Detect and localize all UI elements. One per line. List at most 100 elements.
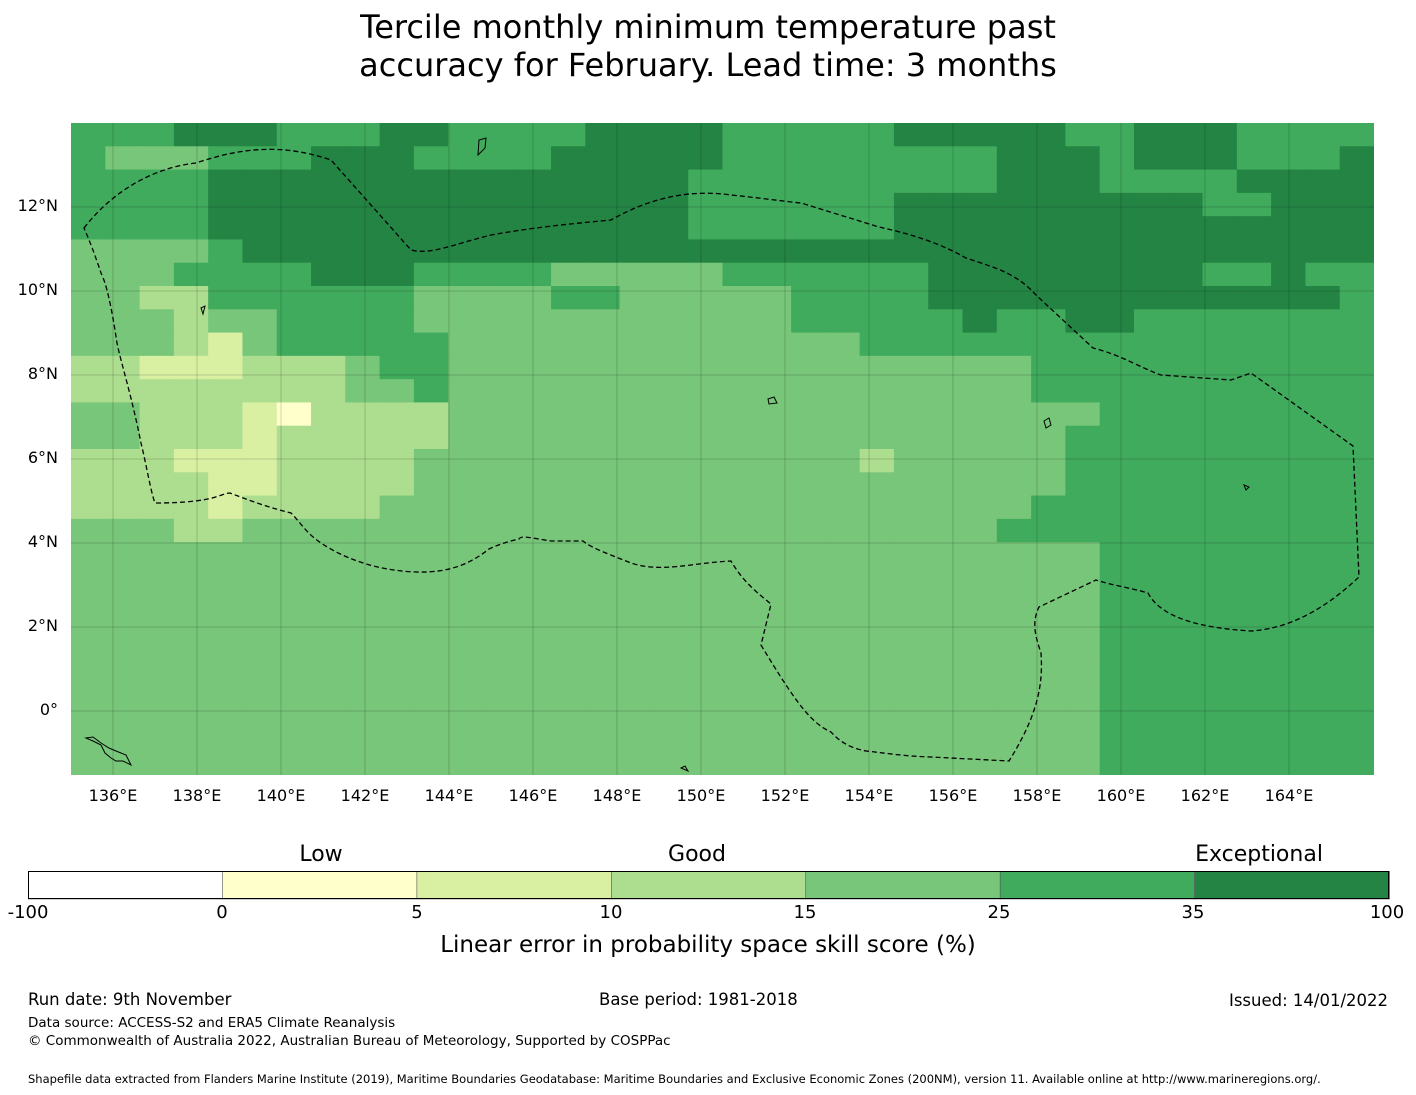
- grid-cell: [825, 192, 861, 217]
- grid-cell: [1099, 402, 1135, 427]
- grid-cell: [1168, 612, 1204, 636]
- grid-cell: [653, 402, 689, 427]
- grid-cell: [653, 123, 689, 147]
- grid-cell: [105, 542, 141, 567]
- grid-cell: [962, 681, 998, 706]
- grid-cell: [1065, 262, 1101, 287]
- grid-cell: [928, 495, 964, 520]
- grid-cell: [1236, 309, 1272, 334]
- grid-cell: [551, 355, 586, 380]
- grid-cell: [996, 495, 1032, 520]
- grid-cell: [482, 449, 518, 473]
- colorbar-bin: [416, 871, 613, 900]
- grid-cell: [756, 542, 792, 567]
- grid-cell: [516, 472, 552, 497]
- grid-cell: [413, 239, 449, 264]
- grid-cell: [585, 565, 621, 590]
- grid-cell: [1271, 402, 1307, 427]
- grid-cell: [996, 192, 1032, 217]
- grid-cell: [1065, 379, 1101, 404]
- grid-cell: [756, 588, 792, 613]
- grid-cell: [585, 542, 621, 567]
- grid-cell: [1133, 262, 1169, 287]
- grid-cell: [791, 565, 826, 590]
- grid-cell: [551, 309, 586, 334]
- grid-cell: [311, 123, 346, 147]
- island-yap: [200, 305, 206, 316]
- colorbar-bin: [222, 871, 418, 900]
- grid-cell: [859, 146, 895, 171]
- grid-cell: [722, 588, 758, 613]
- grid-cell: [242, 192, 278, 217]
- grid-cell: [448, 588, 484, 613]
- grid-cell: [1133, 658, 1169, 683]
- grid-cell: [311, 425, 346, 450]
- grid-cell: [893, 169, 929, 194]
- grid-cell: [1339, 262, 1374, 287]
- grid-cell: [173, 123, 209, 147]
- grid-cell: [996, 705, 1032, 730]
- grid-cell: [413, 123, 449, 147]
- grid-cell: [551, 588, 586, 613]
- grid-cell: [379, 332, 415, 357]
- grid-cell: [1099, 542, 1135, 567]
- grid-cell: [1168, 495, 1204, 520]
- grid-cell: [1271, 565, 1307, 590]
- grid-cell: [242, 472, 278, 497]
- grid-cell: [448, 146, 484, 171]
- grid-cell: [1271, 425, 1307, 450]
- grid-cell: [345, 728, 381, 753]
- grid-cell: [893, 146, 929, 171]
- grid-cell: [1202, 402, 1238, 427]
- grid-cell: [208, 588, 244, 613]
- grid-cell: [928, 705, 964, 730]
- grid-cell: [1065, 402, 1101, 427]
- grid-cell: [893, 588, 929, 613]
- grid-cell: [71, 612, 106, 636]
- grid-cell: [71, 495, 106, 520]
- grid-cell: [585, 728, 621, 753]
- grid-cell: [1305, 402, 1341, 427]
- grid-cell: [756, 705, 792, 730]
- grid-cell: [105, 169, 141, 194]
- grid-cell: [71, 449, 106, 473]
- grid-cell: [1339, 332, 1374, 357]
- grid-cell: [1133, 309, 1169, 334]
- grid-cell: [1065, 518, 1101, 543]
- grid-cell: [1133, 425, 1169, 450]
- grid-cell: [1236, 588, 1272, 613]
- grid-cell: [756, 425, 792, 450]
- grid-cell: [1031, 588, 1066, 613]
- grid-cell: [1168, 379, 1204, 404]
- grid-cell: [311, 751, 346, 775]
- grid-cell: [653, 588, 689, 613]
- grid-cell: [1236, 518, 1272, 543]
- grid-cell: [105, 192, 141, 217]
- grid-cell: [791, 379, 826, 404]
- grid-cell: [551, 612, 586, 636]
- grid-cell: [962, 262, 998, 287]
- grid-cell: [756, 681, 792, 706]
- grid-cell: [1202, 472, 1238, 497]
- grid-cell: [105, 588, 141, 613]
- grid-cell: [345, 262, 381, 287]
- grid-cell: [722, 751, 758, 775]
- lon-tick-label: 160°E: [1096, 786, 1146, 805]
- grid-cell: [71, 705, 106, 730]
- grid-cell: [1236, 472, 1272, 497]
- grid-cell: [962, 402, 998, 427]
- colorbar-tick-label: 5: [411, 902, 423, 923]
- grid-cell: [276, 658, 312, 683]
- grid-cell: [688, 635, 724, 660]
- grid-cell: [1236, 658, 1272, 683]
- grid-cell: [482, 472, 518, 497]
- grid-cell: [756, 472, 792, 497]
- grid-cell: [208, 658, 244, 683]
- colorbar-category-low: Low: [299, 842, 343, 867]
- grid-cell: [1305, 146, 1341, 171]
- grid-cell: [1065, 565, 1101, 590]
- grid-cell: [928, 262, 964, 287]
- grid-cell: [1202, 239, 1238, 264]
- grid-cell: [1236, 262, 1272, 287]
- grid-cell: [311, 146, 346, 171]
